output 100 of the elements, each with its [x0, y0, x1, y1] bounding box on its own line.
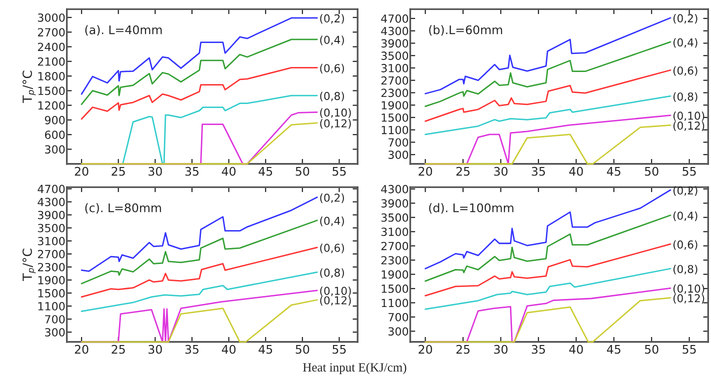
series-label: (0,6) [673, 240, 698, 250]
y-tick-label: 4700 [381, 14, 408, 23]
y-tick-label: 1100 [382, 298, 408, 308]
y-tick-label: 1100 [38, 302, 65, 310]
text: (a). L=40mm [85, 25, 162, 36]
y-tick-label: 1500 [382, 284, 408, 293]
series-label: (0,8) [320, 268, 344, 278]
line-series [424, 124, 672, 165]
line-series [424, 243, 672, 296]
series-label: (0,6) [673, 66, 698, 76]
series-label: (0,2) [320, 193, 344, 204]
y-tick-label: 2700 [381, 76, 408, 85]
y-tick-label: 600 [45, 130, 65, 139]
y-tick-label: 3500 [381, 52, 408, 60]
y-tick-label: 300 [45, 145, 65, 154]
series-label: (0,2) [673, 186, 698, 196]
y-tick-label: 3500 [38, 224, 65, 232]
x-tick-label: 40 [222, 344, 236, 354]
y-tick-label: 3100 [38, 236, 65, 246]
line-series [424, 95, 672, 136]
y-tick-label: 300 [388, 327, 408, 336]
y-tick-label: 900 [44, 116, 65, 124]
line-series [80, 67, 318, 120]
text: (c). L=80mm [85, 203, 161, 214]
series-label: (0,10) [673, 111, 704, 122]
y-tick-label: 3900 [381, 199, 408, 208]
line-series [80, 299, 318, 343]
x-tick-label: 50 [296, 344, 310, 354]
x-tick-label: 45 [258, 167, 272, 176]
y-tick-label: 4300 [381, 26, 408, 36]
x-tick-label: 30 [494, 166, 508, 176]
y-tick-label: 3100 [381, 64, 408, 72]
x-tick-label: 25 [456, 166, 470, 176]
series-label: (0,12) [320, 296, 351, 306]
series-label: (0,4) [320, 216, 344, 226]
line-series [424, 17, 672, 94]
y-tick-label: 1900 [382, 270, 408, 279]
x-tick-label: 55 [682, 167, 696, 176]
y-tick-label: 2300 [381, 256, 408, 264]
series-label: (0,10) [320, 286, 351, 296]
line-series [424, 297, 672, 343]
series-label: (0,8) [320, 92, 344, 102]
y-tick-label: 2400 [38, 42, 65, 52]
y-tick-label: 300 [45, 328, 65, 336]
x-tick-label: 55 [332, 345, 346, 354]
x-tick-label: 35 [185, 166, 198, 176]
y-tick-label: 2700 [38, 250, 65, 258]
y-tick-label: 3900 [38, 210, 65, 220]
series-label: (0,8) [673, 264, 698, 274]
y-tick-label: 1900 [38, 276, 65, 284]
series-label: (0,4) [673, 38, 698, 48]
series-label: (0,12) [673, 294, 704, 304]
x-tick-label: 40 [569, 344, 583, 354]
x-tick-label: 45 [258, 345, 272, 354]
line-series [424, 189, 672, 270]
line-series [80, 38, 318, 106]
x-tick-label: 55 [682, 345, 696, 354]
series-label: (0,12) [320, 119, 351, 129]
y-tick-label: 300 [388, 150, 408, 159]
x-tick-label: 30 [148, 344, 162, 354]
line-series [424, 214, 672, 282]
x-tick-label: 55 [332, 167, 346, 176]
x-axis-title: Heat input E(KJ/cm) [303, 362, 406, 374]
x-tick-label: 35 [185, 344, 198, 354]
y-tick-label: 1500 [38, 289, 65, 298]
line-series [80, 196, 318, 272]
y-tick-label: 4700 [38, 184, 65, 194]
x-tick-label: 20 [74, 166, 88, 176]
line-series [80, 246, 318, 298]
x-tick-label: 50 [644, 344, 658, 354]
y-tick-label: 700 [388, 312, 408, 322]
x-tick-label: 35 [532, 344, 545, 354]
y-tick-label: 3000 [38, 13, 65, 22]
series-label: (0,8) [673, 92, 698, 102]
series-label: (0,10) [320, 108, 351, 118]
line-series [80, 17, 318, 95]
x-tick-label: 50 [644, 166, 658, 176]
y-tick-label: 4300 [381, 184, 408, 194]
line-series [80, 271, 318, 312]
line-series [424, 268, 672, 310]
y-axis-title: T$_{p}$/°C [22, 248, 36, 282]
x-tick-label: 50 [296, 166, 310, 176]
text: (b).L=60mm [429, 25, 502, 36]
y-tick-label: 3900 [381, 39, 408, 48]
line-series [80, 220, 318, 284]
y-axis-title: T$_{p}$/°C [22, 70, 36, 103]
y-tick-label: 1200 [38, 101, 65, 110]
line-series [424, 69, 672, 122]
x-tick-label: 20 [418, 344, 432, 354]
y-tick-label: 1500 [38, 86, 65, 96]
series-label: (0,2) [673, 14, 698, 24]
series-label: (0,12) [673, 121, 704, 132]
series-label: (0,6) [320, 244, 344, 254]
x-tick-label: 25 [456, 344, 470, 354]
x-tick-label: 45 [606, 167, 620, 176]
x-tick-label: 35 [532, 166, 545, 176]
x-tick-label: 25 [112, 344, 125, 354]
x-tick-label: 30 [494, 344, 508, 354]
y-tick-label: 2700 [381, 242, 408, 250]
y-tick-label: 700 [388, 138, 408, 147]
